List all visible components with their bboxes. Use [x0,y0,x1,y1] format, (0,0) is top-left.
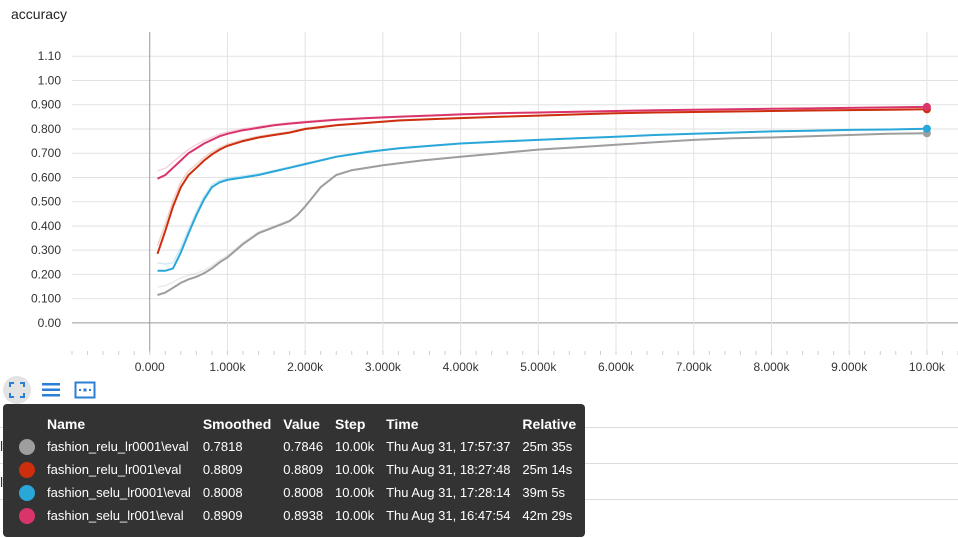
row-smoothed: 0.8909 [202,508,243,523]
tooltip-table: Name Smoothed Value Step Time Relative f… [13,413,582,527]
row-name: fashion_selu_lr001\eval [47,508,184,523]
header-value: Value [283,416,320,432]
row-time: Thu Aug 31, 18:27:48 [386,462,511,477]
fit-domain-button[interactable] [3,376,31,404]
row-name: fashion_relu_lr001\eval [47,462,182,477]
toggle-list-button[interactable] [37,376,65,404]
row-smoothed: 0.8809 [202,462,243,477]
row-step: 10.00k [335,508,375,523]
select-region-icon [74,381,96,399]
x-tick-label: 1.000k [209,360,246,374]
series-swatch [19,507,35,524]
y-tick-label: 0.300 [31,243,61,257]
tooltip-row: fashion_selu_lr001\eval 0.8909 0.8938 10… [13,504,582,527]
x-tick-label: 0.000 [135,360,165,374]
y-tick-label: 1.00 [38,73,62,87]
x-tick-label: 7.000k [676,360,713,374]
row-step: 10.00k [335,462,375,477]
chart-toolbar [3,374,99,406]
tooltip-header-row: Name Smoothed Value Step Time Relative [13,413,582,435]
series-line [157,105,927,180]
row-relative: 39m 5s [522,485,566,500]
row-step: 10.00k [335,439,375,454]
header-name: Name [47,416,86,432]
y-tick-label: 0.400 [31,219,61,233]
series-swatch [19,484,35,501]
y-tick-label: 1.10 [38,49,62,63]
y-tick-label: 0.800 [31,122,61,136]
tooltip-row: fashion_relu_lr0001\eval 0.7818 0.7846 1… [13,435,582,458]
chart-title: accuracy [11,6,68,22]
x-tick-label: 4.000k [443,360,480,374]
y-tick-label: 0.600 [31,170,61,184]
x-tick-label: 3.000k [365,360,402,374]
row-value: 0.8938 [283,508,324,523]
y-tick-label: 0.500 [31,195,61,209]
row-relative: 25m 14s [522,462,573,477]
select-region-button[interactable] [71,376,99,404]
row-name: fashion_selu_lr0001\eval [47,485,191,500]
series-raw-line [157,132,927,288]
series-line [157,127,927,272]
y-tick-label: 0.00 [38,316,62,330]
row-time: Thu Aug 31, 17:57:37 [386,439,511,454]
series-end-point [922,102,931,111]
x-tick-label: 10.00k [909,360,946,374]
x-tick-label: 5.000k [520,360,557,374]
accuracy-chart[interactable]: 0.00 0.100 0.200 0.300 0.400 0.500 0.600 0.700 0… [0,0,958,380]
row-value: 0.7846 [283,439,324,454]
y-tick-label: 0.100 [31,292,61,306]
toggle-list-icon [42,383,60,397]
y-tick-label: 0.900 [31,98,61,112]
tooltip-row: fashion_selu_lr0001\eval 0.8008 0.8008 1… [13,481,582,504]
row-relative: 42m 29s [522,508,573,523]
series-line [156,108,927,255]
row-smoothed: 0.8008 [202,485,243,500]
series-swatch [19,461,35,478]
y-tick-label: 0.200 [31,267,61,281]
fit-domain-icon [9,382,25,398]
row-time: Thu Aug 31, 16:47:54 [386,508,511,523]
header-smoothed: Smoothed [202,416,272,432]
series-line [157,132,927,296]
header-time: Time [386,416,419,432]
x-tick-label: 2.000k [287,360,324,374]
header-relative: Relative [522,416,577,432]
row-relative: 25m 35s [522,439,573,454]
header-swatch [13,413,41,435]
row-smoothed: 0.7818 [202,439,243,454]
row-name: fashion_relu_lr0001\eval [47,439,189,454]
series-swatch [19,438,35,455]
row-step: 10.00k [335,485,375,500]
x-tick-label: 8.000k [753,360,790,374]
x-tick-label: 6.000k [598,360,635,374]
y-tick-label: 0.700 [31,146,61,160]
row-time: Thu Aug 31, 17:28:14 [386,485,511,500]
x-tick-label: 9.000k [831,360,868,374]
series-end-point [922,124,931,133]
tooltip-row: fashion_relu_lr001\eval 0.8809 0.8809 10… [13,458,582,481]
row-value: 0.8008 [283,485,324,500]
header-step: Step [335,416,366,432]
series-tooltip: Name Smoothed Value Step Time Relative f… [3,404,585,537]
row-value: 0.8809 [283,462,324,477]
